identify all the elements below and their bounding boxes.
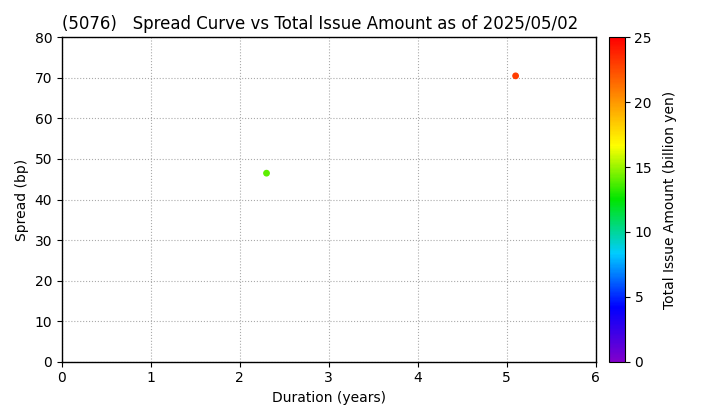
- Y-axis label: Spread (bp): Spread (bp): [15, 158, 29, 241]
- Point: [510, 73, 521, 79]
- X-axis label: Duration (years): Duration (years): [271, 391, 386, 405]
- Text: (5076)   Spread Curve vs Total Issue Amount as of 2025/05/02: (5076) Spread Curve vs Total Issue Amoun…: [62, 15, 578, 33]
- Y-axis label: Total Issue Amount (billion yen): Total Issue Amount (billion yen): [663, 90, 678, 309]
- Point: [261, 170, 272, 176]
